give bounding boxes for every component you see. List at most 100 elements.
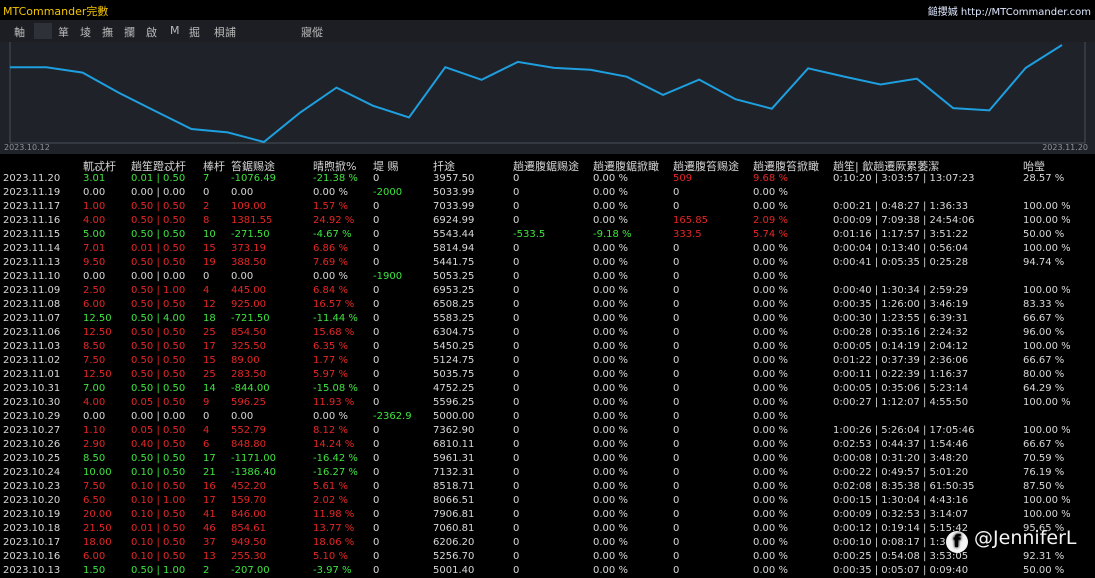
menu-item-2[interactable]: 箪 [58,26,69,39]
menu-item-3[interactable]: 堎 [80,26,91,39]
row-pct: -15.08 % [313,383,358,394]
table-row[interactable]: 2023.11.07 12.50 0.50 | 4.00 18 -721.50 -11.4… [0,312,1095,326]
col-header-profit[interactable]: 笞鋸赐途 [231,160,275,173]
row-win-rate: 96.00 % [1023,327,1065,338]
table-row[interactable]: 2023.11.13 9.50 0.50 | 0.50 19 388.50 7.69 % 0… [0,256,1095,270]
title-bar: MTCommander完數 鎚攖娍 http://MTCommander.com [0,0,1095,20]
table-row[interactable]: 2023.11.09 2.50 0.50 | 1.00 4 445.00 6.84 % 0 6… [0,284,1095,298]
col-header-deposit[interactable]: 堤 赐 [373,160,399,173]
row-duration: 0:00:10 | 0:08:17 | 1:35:45 [833,537,969,548]
row-pct: 11.93 % [313,397,355,408]
row-balance: 5256.70 [433,551,475,562]
row-win-rate: 92.31 % [1023,551,1065,562]
col-header-pct[interactable]: 晴煦掀% [313,160,357,173]
row-dd-amount: 0 [513,509,520,520]
menu-item-9[interactable]: 梖誧 [214,26,236,39]
row-balance: 3957.50 [433,173,475,184]
menu-item-1[interactable]: 軸 [14,26,25,39]
col-header-win-rate[interactable]: 咍瑩 [1023,160,1045,173]
table-row[interactable]: 2023.11.01 12.50 0.50 | 0.50 25 283.50 5.97 %… [0,368,1095,382]
table-row[interactable]: 2023.11.10 0.00 0.00 | 0.00 0 0.00 0.00 % -190… [0,270,1095,284]
menu-item-5[interactable]: 攔 [124,26,135,39]
row-date: 2023.10.27 [3,425,61,436]
col-header-lots[interactable]: 軏忒杅 [83,160,116,173]
row-dd-amount: 0 [513,425,520,436]
table-row[interactable]: 2023.10.19 20.00 0.10 | 0.50 41 846.00 11.98 … [0,508,1095,522]
table-row[interactable]: 2023.11.14 7.01 0.01 | 0.50 15 373.19 6.86 % 0… [0,242,1095,256]
table-row[interactable]: 2023.10.20 6.50 0.10 | 1.00 17 159.70 2.02 % 0… [0,494,1095,508]
col-header-dd-pct[interactable]: 趟遷腹鋸掀瞰 [593,160,659,173]
row-lots: 5.00 [83,229,106,240]
table-row[interactable]: 2023.10.31 7.00 0.50 | 0.50 14 -844.00 -15.08… [0,382,1095,396]
menu-item-7[interactable]: M [170,24,180,37]
table-row[interactable]: 2023.11.16 4.00 0.50 | 0.50 8 1381.55 24.92 %… [0,214,1095,228]
row-deposit: 0 [373,495,380,506]
row-duration: 0:00:27 | 1:12:07 | 4:55:50 [833,397,969,408]
table-row[interactable]: 2023.10.18 21.50 0.01 | 0.50 46 854.61 13.77 … [0,522,1095,536]
menu-item-6[interactable]: 啟 [146,26,157,39]
table-row[interactable]: 2023.10.25 8.50 0.50 | 0.50 17 -1171.00 -16.4… [0,452,1095,466]
row-profit: -207.00 [231,565,270,576]
table-row[interactable]: 2023.10.24 10.00 0.10 | 0.50 21 -1386.40 -16.… [0,466,1095,480]
row-dd-amount: 0 [513,383,520,394]
col-header-mae-amount[interactable]: 趟遷腹笞赐途 [673,160,739,173]
col-header-lot-range[interactable]: 趟笙蹬忒杅 [131,160,186,173]
row-pct: 1.57 % [313,201,348,212]
menu-bar: 軸 箪 堎 撫 攔 啟 M 掘 梖誧 寢傱 [0,20,1095,42]
menu-item-4[interactable]: 撫 [102,26,113,39]
table-row[interactable]: 2023.10.23 7.50 0.10 | 0.50 16 452.20 5.61 % 0… [0,480,1095,494]
row-date: 2023.11.09 [3,285,61,296]
row-duration: 0:00:09 | 0:32:53 | 3:14:07 [833,509,969,520]
row-dd-amount: 0 [513,565,520,576]
row-balance: 6304.75 [433,327,475,338]
row-mae-pct: 0.00 % [753,313,788,324]
row-win-rate: 100.00 % [1023,215,1071,226]
col-header-mae-pct[interactable]: 趟遷腹笞掀瞰 [753,160,819,173]
row-deposit: -2362.9 [373,411,412,422]
menu-item-8[interactable]: 掘 [189,26,200,39]
row-date: 2023.10.31 [3,383,61,394]
row-balance: 6924.99 [433,215,475,226]
table-row[interactable]: 2023.11.02 7.50 0.50 | 0.50 15 89.00 1.77 % 0 5… [0,354,1095,368]
table-row[interactable]: 2023.10.16 6.00 0.10 | 0.50 13 255.30 5.10 % 0… [0,550,1095,564]
equity-line [10,44,1063,144]
row-lot-range: 0.10 | 0.50 [131,537,186,548]
row-deposit: 0 [373,257,380,268]
row-profit: -844.00 [231,383,270,394]
menu-color-swatch[interactable] [34,23,52,39]
row-deposit: 0 [373,229,380,240]
table-row[interactable]: 2023.10.13 1.50 0.50 | 1.00 2 -207.00 -3.97 %… [0,564,1095,578]
table-row[interactable]: 2023.10.17 18.00 0.10 | 0.50 37 949.50 18.06 … [0,536,1095,550]
row-date: 2023.11.19 [3,187,61,198]
table-row[interactable]: 2023.10.26 2.90 0.40 | 0.50 6 848.80 14.24 % 0… [0,438,1095,452]
col-header-duration[interactable]: 趟笙| 歙趟遷厥累萎潔 [833,160,940,173]
menu-item-10[interactable]: 寢傱 [301,26,323,39]
row-lots: 7.50 [83,481,106,492]
row-dd-pct: -9.18 % [593,229,632,240]
row-date: 2023.10.16 [3,551,61,562]
row-deposit: 0 [373,215,380,226]
table-row[interactable]: 2023.11.03 8.50 0.50 | 0.50 17 325.50 6.35 % 0… [0,340,1095,354]
table-row[interactable]: 2023.11.19 0.00 0.00 | 0.00 0 0.00 0.00 % -200… [0,186,1095,200]
row-win-rate: 100.00 % [1023,201,1071,212]
row-dd-pct: 0.00 % [593,257,628,268]
table-row[interactable]: 2023.11.08 6.00 0.50 | 0.50 12 925.00 16.57 %… [0,298,1095,312]
row-duration: 0:02:53 | 0:44:37 | 1:54:46 [833,439,969,450]
table-row[interactable]: 2023.11.06 12.50 0.50 | 0.50 25 854.50 15.68 … [0,326,1095,340]
col-header-balance[interactable]: 扦途 [433,160,455,173]
table-row[interactable]: 2023.11.20 3.01 0.01 | 0.50 7 -1076.49 -21.38… [0,172,1095,186]
row-balance: 5583.25 [433,313,475,324]
col-header-trades[interactable]: 棒杅 [203,160,225,173]
table-row[interactable]: 2023.11.17 1.00 0.50 | 0.50 2 109.00 1.57 % 0 7… [0,200,1095,214]
row-mae-amount: 0 [673,481,680,492]
table-row[interactable]: 2023.10.29 0.00 0.00 | 0.00 0 0.00 0.00 % -236… [0,410,1095,424]
row-lots: 12.50 [83,327,112,338]
table-row[interactable]: 2023.10.27 1.10 0.05 | 0.50 4 552.79 8.12 % 0 7… [0,424,1095,438]
row-lots: 1.00 [83,201,106,212]
table-row[interactable]: 2023.11.15 5.00 0.50 | 0.50 10 -271.50 -4.67 … [0,228,1095,242]
site-link[interactable]: 鎚攖娍 http://MTCommander.com [927,7,1091,18]
col-header-dd-amount[interactable]: 趟遷腹鋸赐途 [513,160,579,173]
row-deposit: 0 [373,425,380,436]
table-row[interactable]: 2023.10.30 4.00 0.05 | 0.50 9 596.25 11.93 % 0… [0,396,1095,410]
row-win-rate: 100.00 % [1023,495,1071,506]
